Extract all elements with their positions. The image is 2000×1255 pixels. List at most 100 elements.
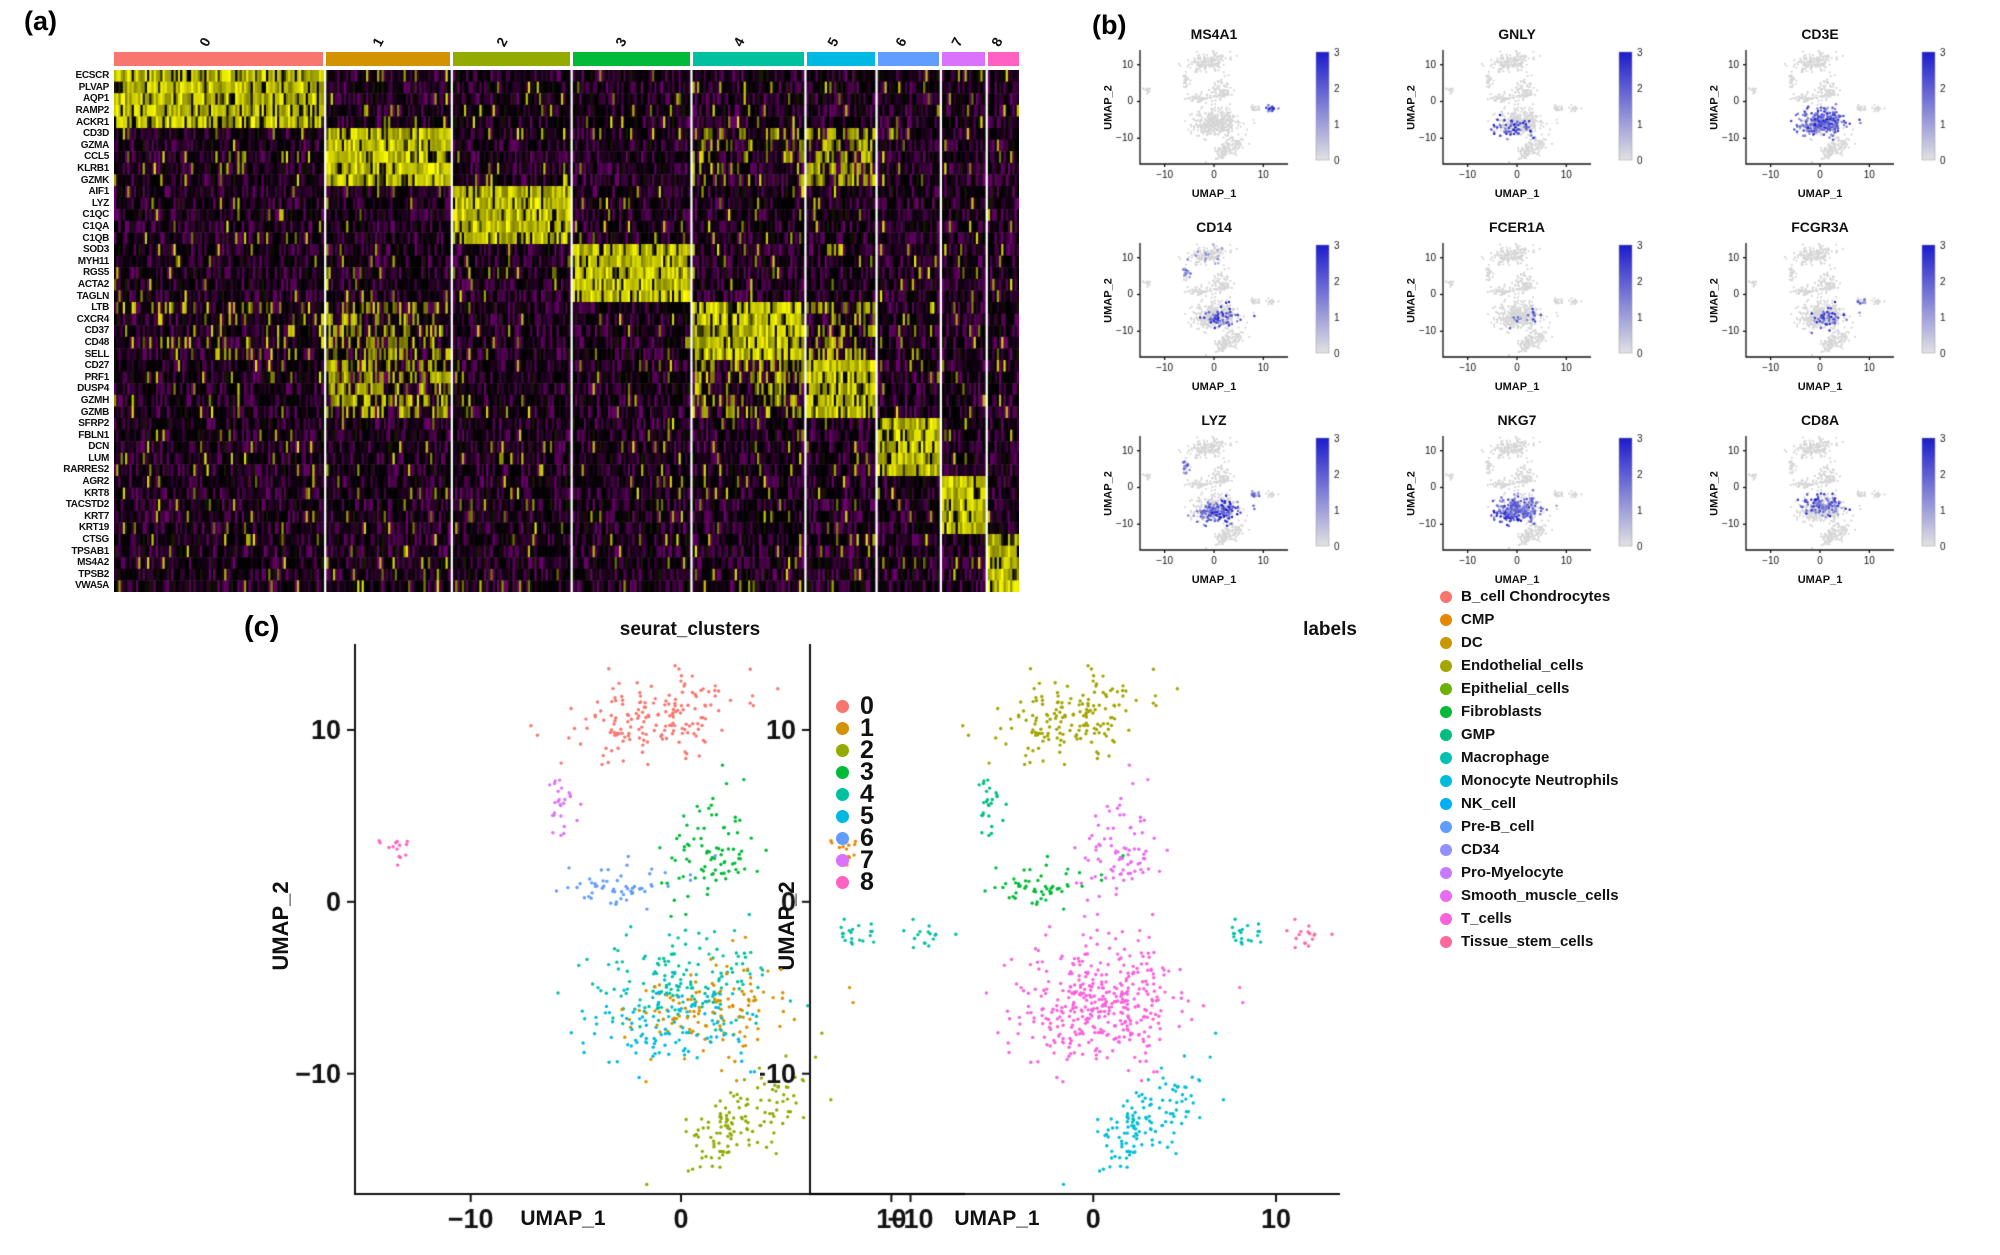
legend-item: 3 bbox=[836, 758, 874, 786]
legend-dot bbox=[1440, 728, 1452, 741]
legend-dot bbox=[1440, 889, 1452, 902]
gene-label: SFRP2 bbox=[78, 418, 109, 430]
gene-label: GZMA bbox=[80, 139, 110, 151]
gene-label: SELL bbox=[84, 348, 110, 360]
x-axis-label: UMAP_1 bbox=[1494, 574, 1540, 586]
cluster-bar-label: 2 bbox=[492, 34, 511, 49]
gene-label: RAMP2 bbox=[75, 105, 109, 117]
cluster-bar-segment: 7 bbox=[942, 35, 985, 66]
legend-dot bbox=[1440, 843, 1452, 856]
gene-label: CD37 bbox=[84, 325, 110, 337]
feature-plot-title: NKG7 bbox=[1497, 412, 1537, 428]
legend-dot bbox=[1440, 866, 1452, 879]
legend-label: 0 bbox=[860, 692, 874, 720]
gene-label: KLRB1 bbox=[77, 163, 109, 175]
gene-label: RARRES2 bbox=[63, 464, 109, 476]
cluster-bar-segment: 1 bbox=[326, 35, 450, 66]
legend-label: 7 bbox=[860, 846, 874, 874]
cluster-bar-label: 0 bbox=[196, 34, 214, 49]
legend-label: GMP bbox=[1461, 726, 1496, 743]
gene-label: TACSTD2 bbox=[65, 499, 110, 511]
legend-label: Endothelial_cells bbox=[1461, 657, 1584, 674]
feature-plot-title: GNLY bbox=[1498, 26, 1536, 42]
feature-plot-title: LYZ bbox=[1201, 412, 1227, 428]
feature-plot-title: CD14 bbox=[1196, 219, 1232, 235]
heatmap-canvas bbox=[114, 70, 1019, 592]
panel-b-label: (b) bbox=[1092, 10, 1127, 40]
feature-plot-canvas bbox=[1413, 428, 1667, 586]
legend-item: 8 bbox=[836, 870, 874, 895]
gene-label: ACTA2 bbox=[77, 278, 109, 290]
legend-item: 1 bbox=[836, 714, 874, 742]
legend-item: T_cells bbox=[1440, 907, 1619, 930]
legend-dot bbox=[836, 765, 849, 779]
gene-label: LUM bbox=[88, 452, 109, 464]
gene-label: CCL5 bbox=[84, 151, 109, 163]
gene-label: C1QA bbox=[82, 221, 109, 233]
legend-dot bbox=[1440, 751, 1452, 764]
cluster-bar-label: 4 bbox=[729, 34, 748, 49]
legend-dot bbox=[836, 875, 849, 889]
x-axis-label: UMAP_1 bbox=[1797, 188, 1843, 200]
gene-label: FBLN1 bbox=[78, 429, 109, 441]
cluster-bar-label: 1 bbox=[369, 34, 387, 49]
legend-label: B_cell Chondrocytes bbox=[1461, 588, 1611, 605]
legend-label: DC bbox=[1461, 634, 1483, 651]
legend-dot bbox=[836, 809, 849, 823]
legend-item: Epithelial_cells bbox=[1440, 677, 1619, 700]
feature-plot: CD3E UMAP_2 UMAP_1 bbox=[1696, 26, 1999, 219]
feature-plot: MS4A1 UMAP_2 UMAP_1 bbox=[1090, 26, 1393, 219]
gene-label: CD48 bbox=[84, 336, 110, 348]
legend-dot bbox=[836, 831, 849, 845]
legend-dot bbox=[1440, 935, 1452, 948]
legend-dot bbox=[1440, 820, 1452, 833]
legend-label: 1 bbox=[860, 714, 874, 742]
gene-label: KRT7 bbox=[84, 510, 109, 522]
feature-plot: GNLY UMAP_2 UMAP_1 bbox=[1393, 26, 1696, 219]
panel-a-label: (a) bbox=[24, 6, 57, 36]
feature-plot-title: CD3E bbox=[1801, 26, 1839, 42]
legend-dot bbox=[836, 743, 849, 757]
x-axis-label: UMAP_1 bbox=[1191, 381, 1237, 393]
heatmap-cluster-bar: 0 1 2 3 4 5 6 7 8 bbox=[114, 35, 1019, 66]
legend-item: Fibroblasts bbox=[1440, 700, 1619, 723]
legend-dot bbox=[1440, 705, 1452, 718]
panel-feature-plots: (b) MS4A1 UMAP_2 UMAP_1 GNLY UMAP_2 UMAP… bbox=[1080, 4, 2000, 604]
heatmap-gene-labels: ECSCR PLVAP AQP1 RAMP2 ACKR1 CD3D GZMA C… bbox=[26, 70, 112, 592]
legend-dot bbox=[1440, 682, 1452, 695]
gene-label: GZMK bbox=[80, 174, 110, 186]
legend-item: DC bbox=[1440, 631, 1619, 654]
gene-label: SOD3 bbox=[82, 244, 109, 256]
cluster-bar-segment: 6 bbox=[877, 35, 939, 66]
feature-plot-canvas bbox=[1413, 235, 1667, 393]
cluster-bar-label: 6 bbox=[891, 34, 910, 49]
legend-dot bbox=[1440, 912, 1452, 925]
legend-item: 4 bbox=[836, 782, 874, 807]
x-axis-label: UMAP_1 bbox=[1494, 188, 1540, 200]
gene-label: GZMH bbox=[80, 394, 110, 406]
legend-item: B_cell Chondrocytes bbox=[1440, 585, 1619, 608]
feature-plot: CD8A UMAP_2 UMAP_1 bbox=[1696, 412, 1999, 605]
legend-label: 3 bbox=[860, 758, 874, 786]
feature-plot-canvas bbox=[1716, 42, 1970, 200]
gene-label: C1QC bbox=[82, 209, 109, 221]
gene-label: CD27 bbox=[84, 360, 110, 372]
gene-label: MYH11 bbox=[77, 255, 110, 267]
feature-plot: CD14 UMAP_2 UMAP_1 bbox=[1090, 219, 1393, 412]
legend-item: NK_cell bbox=[1440, 792, 1619, 815]
gene-label: KRT19 bbox=[78, 522, 109, 534]
x-axis-label: UMAP_1 bbox=[954, 1207, 1040, 1230]
clusters-legend: 0 1 2 3 4 bbox=[836, 692, 874, 895]
gene-label: GZMB bbox=[80, 406, 110, 418]
panel-umap: (c) seurat_clusters labels UMAP_2 UMAP_2… bbox=[0, 588, 2000, 1255]
cluster-bar-segment: 4 bbox=[692, 35, 804, 66]
gene-label: DUSP4 bbox=[77, 383, 109, 395]
legend-label: NK_cell bbox=[1461, 795, 1517, 812]
legend-label: CD34 bbox=[1461, 841, 1500, 858]
cluster-bar-label: 3 bbox=[612, 34, 631, 49]
gene-label: KRT8 bbox=[84, 487, 109, 499]
gene-label: MS4A2 bbox=[77, 557, 109, 569]
legend-label: 2 bbox=[860, 736, 874, 764]
legend-dot bbox=[836, 787, 849, 801]
legend-item: 6 bbox=[836, 826, 874, 851]
